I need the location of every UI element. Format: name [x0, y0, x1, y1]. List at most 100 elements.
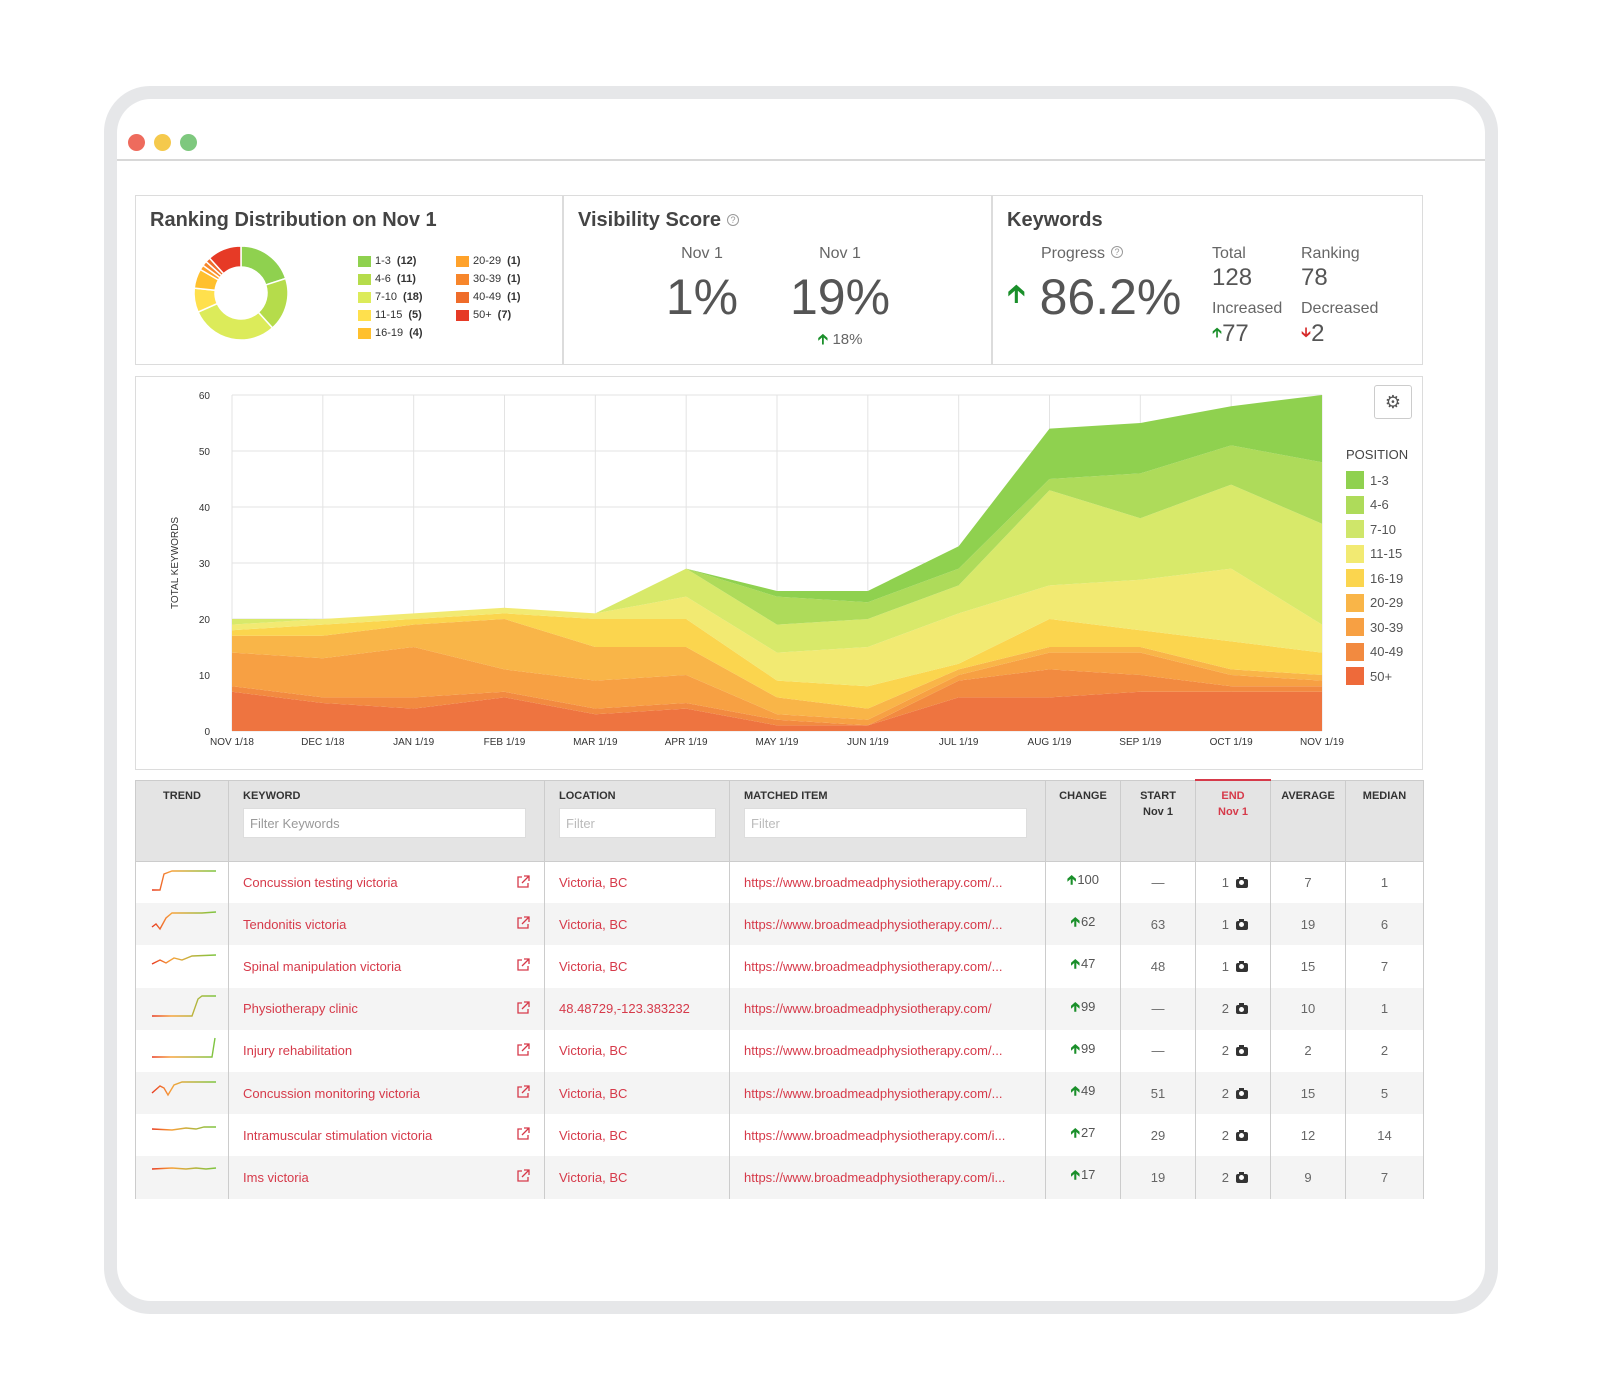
table-row[interactable]: Concussion testing victoria Victoria, BC h… [135, 861, 1424, 904]
keyword-header[interactable]: KEYWORD Filter Keywords [228, 779, 545, 862]
camera-icon[interactable] [1236, 876, 1248, 888]
matched-item-header[interactable]: MATCHED ITEM Filter [729, 779, 1046, 862]
external-link-icon[interactable] [516, 1169, 530, 1183]
table-row[interactable]: Ims victoria Victoria, BC https://www.broa… [135, 1156, 1424, 1199]
location-filter-input[interactable]: Filter [559, 807, 717, 838]
camera-icon[interactable] [1236, 1003, 1248, 1015]
keyword-cell[interactable]: Physiotherapy clinic [228, 987, 545, 1030]
matched-item-link[interactable]: https://www.broadmeadphysiotherapy.com/.… [729, 1071, 1046, 1115]
average-header[interactable]: AVERAGE [1270, 779, 1346, 862]
camera-icon[interactable] [1236, 1045, 1248, 1057]
external-link-icon[interactable] [516, 1043, 530, 1057]
position-legend-item[interactable]: 1-3 [1346, 471, 1389, 489]
external-link-icon[interactable] [516, 958, 530, 972]
matched-item-link[interactable]: https://www.broadmeadphysiotherapy.com/i… [729, 1114, 1046, 1157]
external-link-icon[interactable] [516, 916, 530, 930]
help-icon[interactable]: ? [1111, 246, 1124, 258]
end-header[interactable]: END Nov 1 [1195, 779, 1271, 862]
area-series-50+[interactable] [232, 691, 1322, 731]
ranking-history-area-chart: 0 10 20 30 40 50 60 NOV 1/18 DEC 1/18 JAN 1/19 FEB… [170, 391, 1344, 748]
ranking-legend-item[interactable]: 11-15 (5) [358, 309, 422, 321]
camera-icon[interactable] [1236, 1171, 1248, 1183]
external-link-icon[interactable] [516, 1000, 530, 1015]
matched-item-link[interactable]: https://www.broadmeadphysiotherapy.com/.… [729, 1029, 1046, 1072]
keyword-link[interactable]: Concussion monitoring victoria [243, 1085, 421, 1101]
position-legend-item[interactable]: 30-39 [1346, 618, 1403, 636]
table-row[interactable]: Spinal manipulation victoria Victoria, BC… [135, 945, 1424, 988]
area-series-40-49[interactable] [232, 669, 1322, 726]
area-series-7-10[interactable] [232, 484, 1322, 653]
keyword-link[interactable]: Spinal manipulation victoria [243, 958, 402, 974]
area-series-16-19[interactable] [232, 613, 1322, 709]
y-axis-label: TOTAL KEYWORDS [170, 517, 181, 609]
matched-item-link[interactable]: https://www.broadmeadphysiotherapy.com/.… [729, 903, 1046, 946]
ranking-legend-item[interactable]: 40-49 (1) [456, 291, 521, 303]
external-link-icon[interactable] [516, 874, 530, 889]
matched-item-link[interactable]: https://www.broadmeadphysiotherapy.com/.… [729, 945, 1046, 988]
camera-icon[interactable] [1236, 1129, 1248, 1141]
area-series-20-29[interactable] [232, 619, 1322, 720]
keyword-link[interactable]: Injury rehabilitation [243, 1043, 353, 1059]
ranking-legend-item[interactable]: 30-39 (1) [456, 273, 521, 285]
area-series-4-6[interactable] [232, 445, 1322, 625]
position-legend-item[interactable]: 20-29 [1346, 593, 1403, 612]
keyword-cell[interactable]: Ims victoria [228, 1156, 545, 1199]
y-tick-label: 20 [199, 615, 211, 626]
matched-item-link[interactable]: https://www.broadmeadphysiotherapy.com/i… [729, 1156, 1046, 1199]
camera-icon[interactable] [1236, 1087, 1248, 1099]
donut-slice[interactable] [208, 245, 242, 275]
position-legend-item[interactable]: 50+ [1346, 667, 1392, 685]
ranking-legend-item[interactable]: 7-10 (18) [358, 291, 423, 303]
position-legend-item[interactable]: 4-6 [1346, 495, 1389, 514]
external-link-icon[interactable] [516, 1085, 530, 1099]
camera-icon[interactable] [1236, 960, 1248, 972]
donut-slice[interactable] [240, 245, 287, 286]
keyword-cell[interactable]: Concussion monitoring victoria [228, 1071, 545, 1115]
keyword-cell[interactable]: Injury rehabilitation [228, 1029, 545, 1072]
keyword-link[interactable]: Ims victoria [243, 1169, 309, 1185]
trend-header[interactable]: TREND [135, 779, 229, 862]
ranking-legend-item[interactable]: 50+ (7) [456, 309, 511, 321]
table-row[interactable]: Intramuscular stimulation victoria Victor… [135, 1114, 1424, 1157]
area-series-11-15[interactable] [232, 568, 1322, 687]
table-row[interactable]: Injury rehabilitation Victoria, BC https:/… [135, 1029, 1424, 1072]
keyword-link[interactable]: Physiotherapy clinic [243, 1001, 358, 1017]
matched-item-link[interactable]: https://www.broadmeadphysiotherapy.com/.… [729, 861, 1046, 904]
keyword-link[interactable]: Intramuscular stimulation victoria [243, 1127, 433, 1143]
help-icon[interactable]: ? [727, 214, 740, 226]
minimize-window-dot[interactable] [154, 134, 171, 151]
ranking-legend-item[interactable]: 16-19 (4) [358, 327, 423, 339]
change-header[interactable]: CHANGE [1045, 779, 1121, 862]
location-header[interactable]: LOCATION Filter [544, 779, 730, 862]
matched-item-filter-input[interactable]: Filter [744, 807, 1028, 838]
chart-settings-button[interactable]: ⚙ [1374, 385, 1412, 419]
median-header[interactable]: MEDIAN [1345, 779, 1424, 862]
table-row[interactable]: Tendonitis victoria Victoria, BC https://w… [135, 903, 1424, 946]
keyword-link[interactable]: Concussion testing victoria [243, 874, 398, 890]
maximize-window-dot[interactable] [180, 134, 197, 151]
keyword-filter-input[interactable]: Filter Keywords [243, 807, 527, 838]
keyword-cell[interactable]: Spinal manipulation victoria [228, 945, 545, 988]
position-legend-item[interactable]: 11-15 [1346, 544, 1402, 563]
ranking-legend-item[interactable]: 20-29 (1) [456, 255, 521, 267]
matched-item-link[interactable]: https://www.broadmeadphysiotherapy.com/ [729, 987, 1046, 1030]
position-legend-item[interactable]: 16-19 [1346, 569, 1403, 587]
y-tick-label: 40 [199, 503, 211, 514]
camera-icon[interactable] [1236, 918, 1248, 930]
keyword-cell[interactable]: Tendonitis victoria [228, 903, 545, 946]
table-row[interactable]: Physiotherapy clinic 48.48729,-123.383232… [135, 987, 1424, 1030]
external-link-icon[interactable] [516, 1127, 530, 1141]
keyword-link[interactable]: Tendonitis victoria [243, 916, 347, 932]
ranking-legend-item[interactable]: 4-6 (11) [358, 273, 416, 285]
area-series-30-39[interactable] [232, 647, 1322, 726]
table-row[interactable]: Concussion monitoring victoria Victoria, … [135, 1071, 1424, 1115]
visibility-title: Visibility Score? [578, 209, 740, 232]
start-header[interactable]: START Nov 1 [1120, 779, 1196, 862]
keyword-cell[interactable]: Concussion testing victoria [228, 861, 545, 904]
position-legend-item[interactable]: 7-10 [1346, 520, 1396, 538]
keyword-cell[interactable]: Intramuscular stimulation victoria [228, 1114, 545, 1157]
close-window-dot[interactable] [128, 134, 145, 151]
position-legend-item[interactable]: 40-49 [1346, 642, 1403, 661]
ranking-legend-item[interactable]: 1-3 (12) [358, 255, 416, 267]
area-series-1-3[interactable] [232, 395, 1322, 619]
